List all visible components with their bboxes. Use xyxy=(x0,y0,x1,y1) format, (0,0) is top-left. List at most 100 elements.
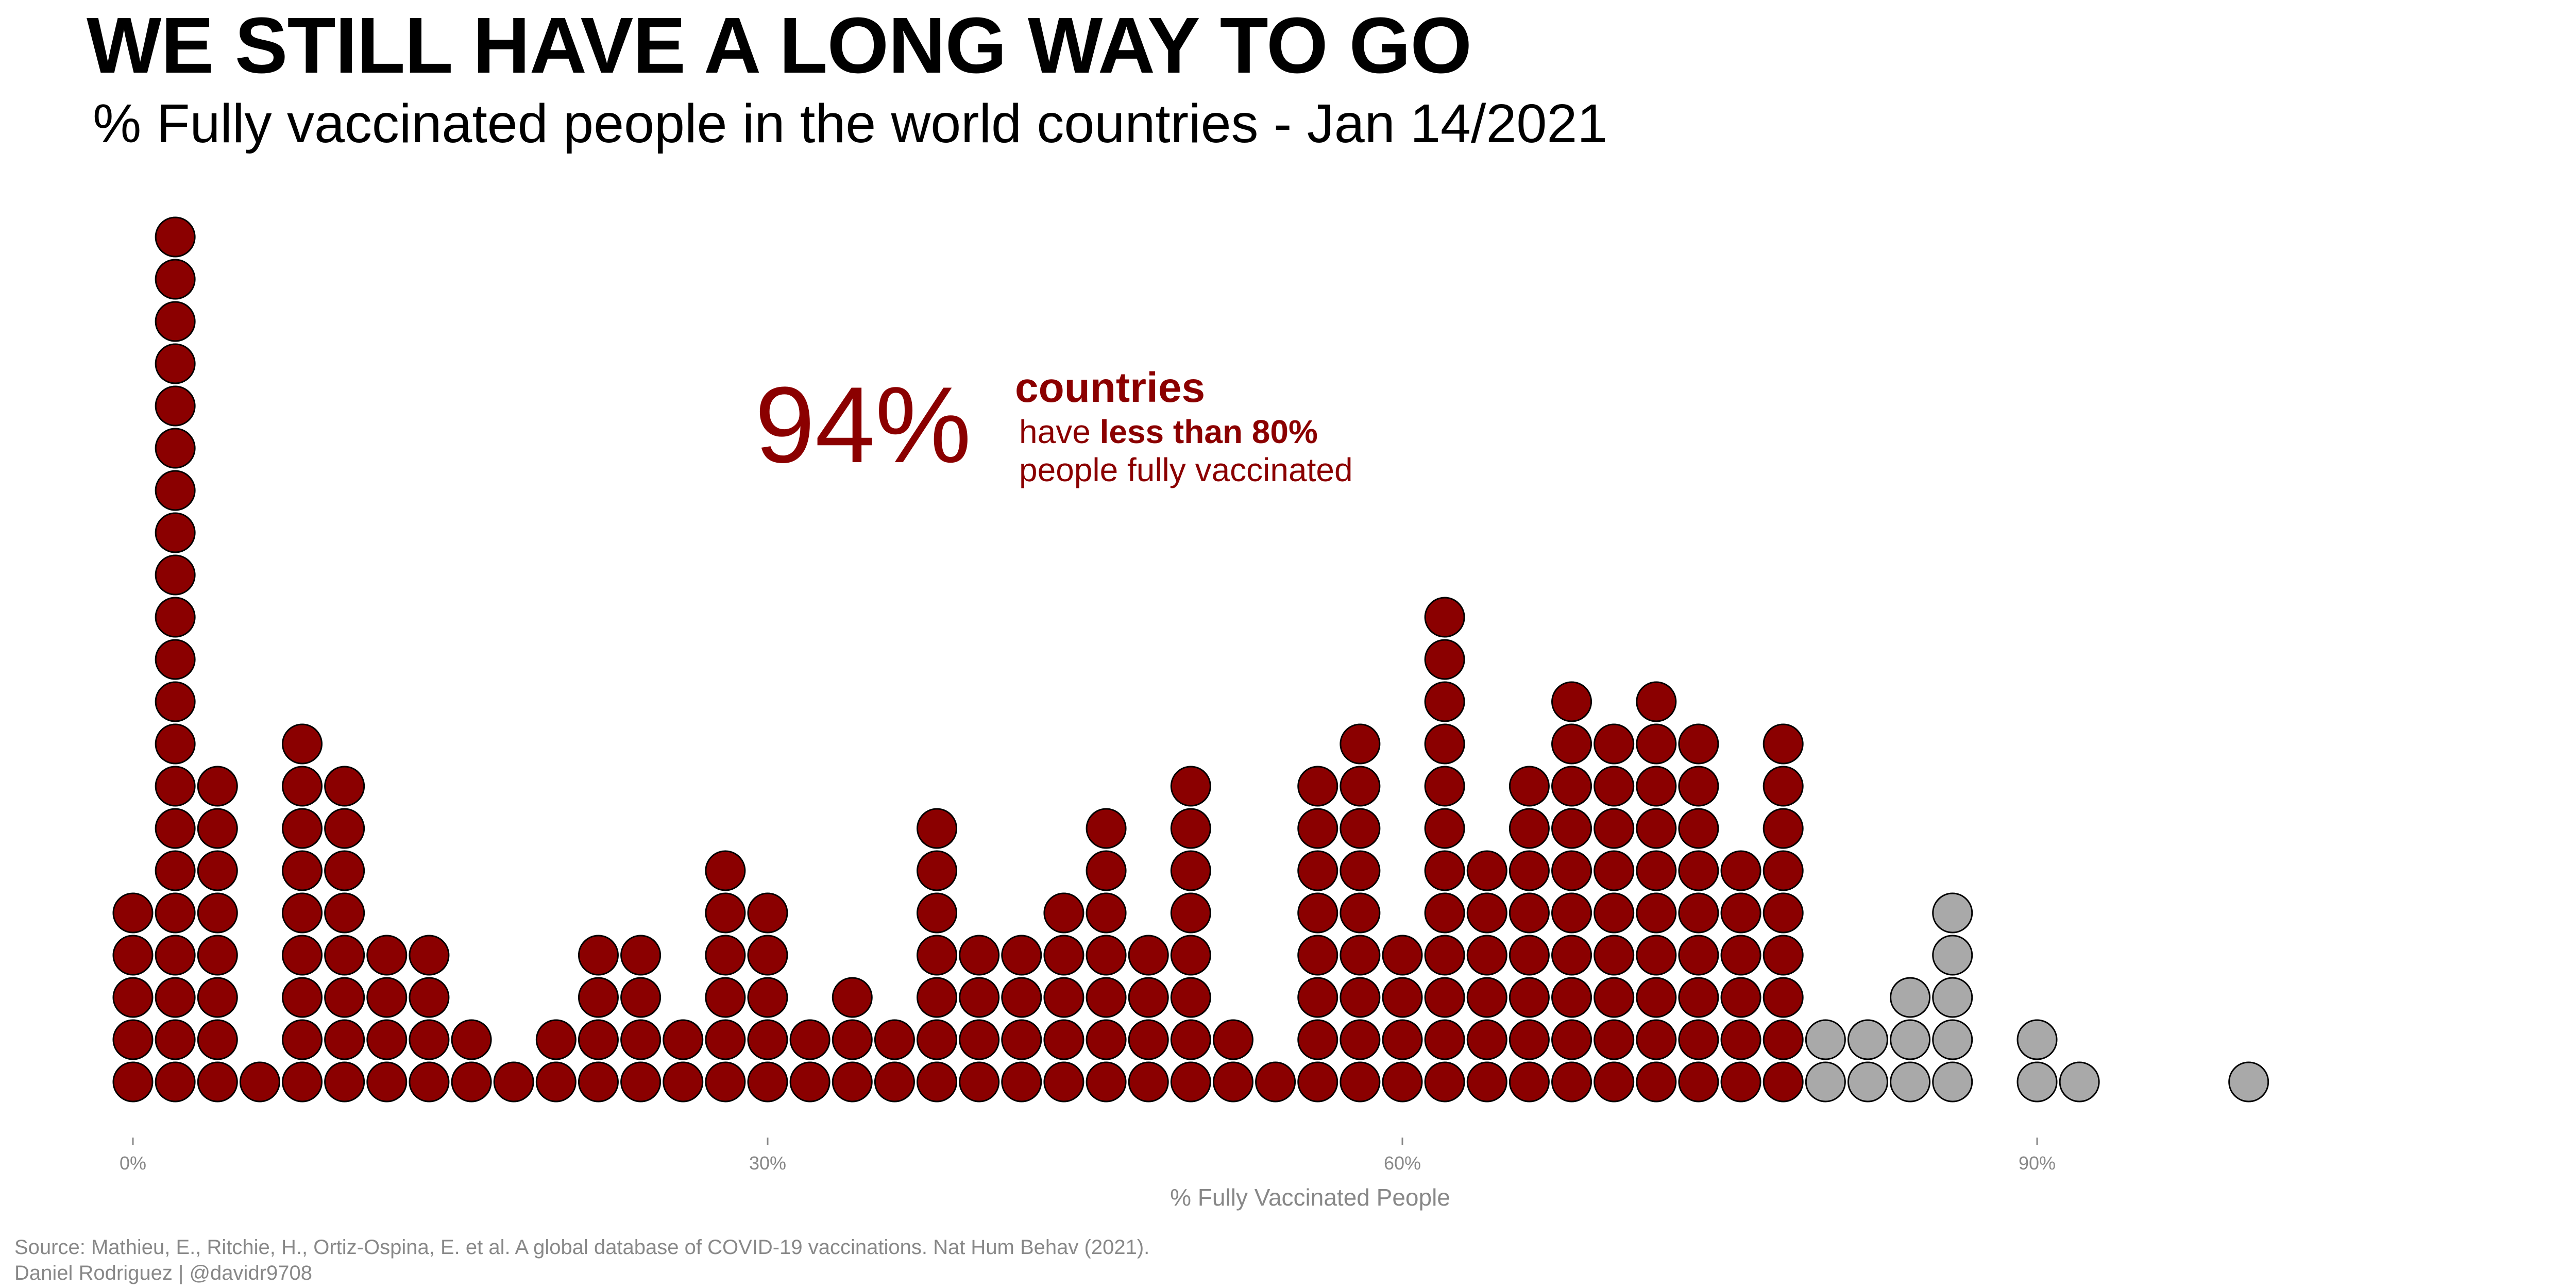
country-dot xyxy=(1509,1061,1550,1103)
callout-line-prefix: have xyxy=(1019,413,1100,450)
country-dot xyxy=(1043,977,1084,1018)
country-dot xyxy=(1382,1019,1423,1060)
callout-heading: countries xyxy=(1015,364,1206,411)
country-dot xyxy=(1762,808,1804,849)
country-dot xyxy=(1212,1061,1253,1103)
country-dot xyxy=(705,1061,746,1103)
country-dot xyxy=(155,385,196,427)
country-dot xyxy=(917,850,958,891)
country-dot xyxy=(917,1061,958,1103)
country-dot xyxy=(155,428,196,469)
country-dot xyxy=(1170,766,1211,807)
country-dot xyxy=(155,681,196,722)
country-dot xyxy=(1932,935,1973,976)
country-dot xyxy=(620,1061,662,1103)
country-dot xyxy=(1762,935,1804,976)
country-dot xyxy=(1086,977,1127,1018)
country-dot xyxy=(409,1061,450,1103)
country-dot xyxy=(1340,935,1381,976)
country-dot xyxy=(1001,935,1042,976)
country-dot xyxy=(155,723,196,765)
country-dot xyxy=(155,935,196,976)
country-dot xyxy=(1932,1061,1973,1103)
country-dot xyxy=(1297,766,1338,807)
x-axis-label: % Fully Vaccinated People xyxy=(1170,1184,1450,1211)
country-dot xyxy=(1551,1061,1592,1103)
country-dot xyxy=(747,892,788,934)
country-dot xyxy=(832,1019,873,1060)
country-dot xyxy=(1509,766,1550,807)
country-dot xyxy=(1509,1019,1550,1060)
country-dot xyxy=(1297,935,1338,976)
country-dot xyxy=(832,1061,873,1103)
country-dot xyxy=(1170,1019,1211,1060)
country-dot xyxy=(1340,850,1381,891)
country-dot xyxy=(959,977,1000,1018)
country-dot xyxy=(1424,681,1465,722)
country-dot xyxy=(620,977,662,1018)
country-dot xyxy=(282,977,323,1018)
country-dot xyxy=(1594,766,1635,807)
country-dot xyxy=(1128,1019,1169,1060)
country-dot xyxy=(1594,1061,1635,1103)
country-dot xyxy=(874,1019,915,1060)
country-dot xyxy=(282,766,323,807)
country-dot xyxy=(409,1019,450,1060)
country-dot xyxy=(1636,766,1677,807)
country-dot xyxy=(1932,892,1973,934)
country-dot xyxy=(705,1019,746,1060)
country-dot xyxy=(155,301,196,342)
country-dot xyxy=(578,1019,619,1060)
country-dot xyxy=(1466,850,1507,891)
country-dot xyxy=(1847,1061,1888,1103)
country-dot xyxy=(155,1019,196,1060)
country-dot xyxy=(112,892,154,934)
country-dot xyxy=(1594,1019,1635,1060)
country-dot xyxy=(112,1061,154,1103)
country-dot xyxy=(155,1061,196,1103)
country-dot xyxy=(1678,723,1719,765)
country-dot xyxy=(1551,850,1592,891)
country-dot xyxy=(1382,977,1423,1018)
country-dot xyxy=(1720,1061,1761,1103)
country-dot xyxy=(1594,935,1635,976)
x-axis-ticks: 0% 30% 60% 90% xyxy=(120,1138,2056,1174)
country-dot xyxy=(366,977,408,1018)
x-tick-label: 90% xyxy=(2019,1153,2056,1174)
country-dot xyxy=(1424,766,1465,807)
country-dot xyxy=(1424,1061,1465,1103)
country-dot xyxy=(197,850,238,891)
country-dot xyxy=(1297,977,1338,1018)
country-dot xyxy=(1001,977,1042,1018)
country-dot xyxy=(1086,1061,1127,1103)
country-dot xyxy=(1678,892,1719,934)
country-dot xyxy=(1720,1019,1761,1060)
country-dot xyxy=(1128,1061,1169,1103)
country-dot xyxy=(1678,850,1719,891)
country-dot xyxy=(239,1061,280,1103)
country-dot xyxy=(1720,892,1761,934)
country-dot xyxy=(578,977,619,1018)
country-dot xyxy=(324,766,365,807)
country-dot xyxy=(1762,850,1804,891)
country-dot xyxy=(1890,977,1931,1018)
country-dot xyxy=(1678,766,1719,807)
country-dot xyxy=(197,977,238,1018)
country-dot xyxy=(1890,1061,1931,1103)
country-dot xyxy=(1086,850,1127,891)
country-dot xyxy=(1043,1061,1084,1103)
callout-line-vaccinated: people fully vaccinated xyxy=(1019,451,1353,488)
country-dot xyxy=(620,1019,662,1060)
country-dot xyxy=(1128,977,1169,1018)
country-dot xyxy=(155,259,196,300)
country-dot xyxy=(112,935,154,976)
country-dot xyxy=(747,1061,788,1103)
country-dot xyxy=(493,1061,534,1103)
country-dot xyxy=(155,977,196,1018)
country-dot xyxy=(1594,723,1635,765)
country-dot xyxy=(789,1061,831,1103)
country-dot xyxy=(1509,808,1550,849)
country-dot xyxy=(1720,935,1761,976)
x-tick-label: 0% xyxy=(120,1153,146,1174)
country-dot xyxy=(917,892,958,934)
